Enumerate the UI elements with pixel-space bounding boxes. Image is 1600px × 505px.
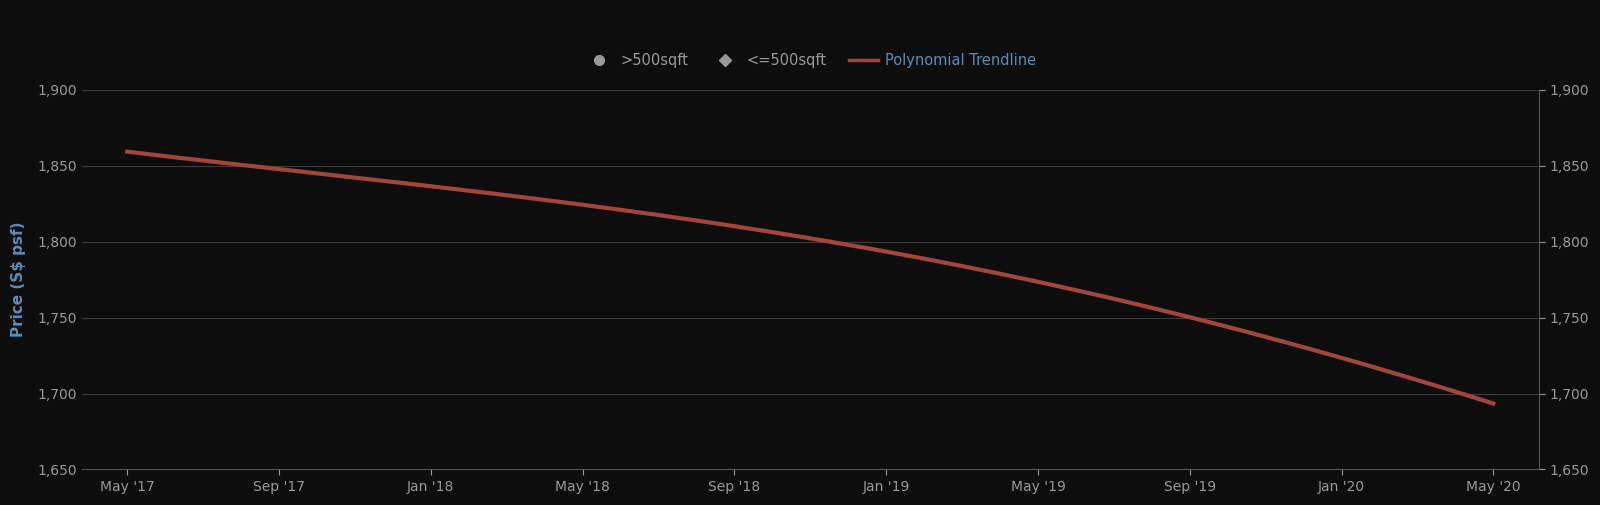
Legend: >500sqft, <=500sqft, Polynomial Trendline: >500sqft, <=500sqft, Polynomial Trendlin… (578, 47, 1042, 74)
Y-axis label: Price (S$ psf): Price (S$ psf) (11, 222, 26, 337)
